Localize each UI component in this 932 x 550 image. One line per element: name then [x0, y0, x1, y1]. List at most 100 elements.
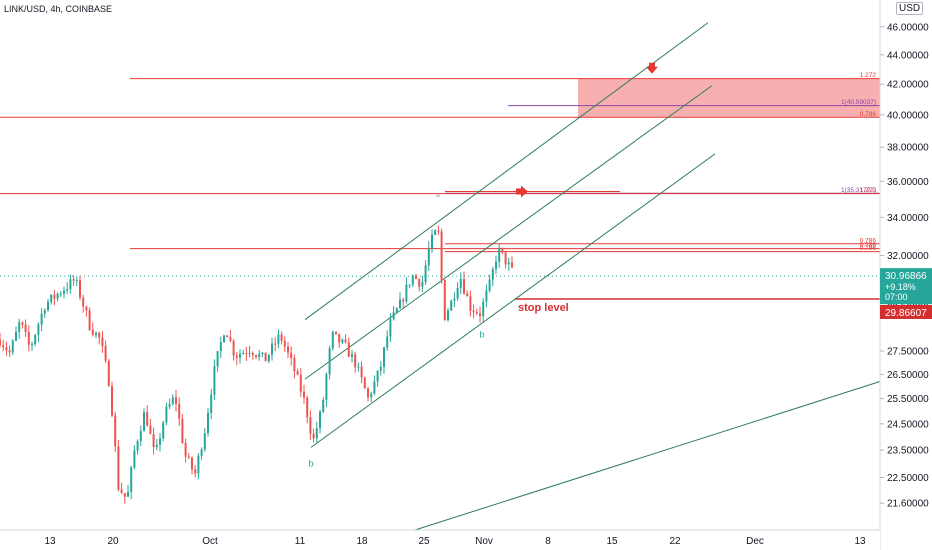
time-axis-bg — [0, 530, 880, 550]
candle-body — [312, 433, 315, 439]
price-tick-label: 26.50000 — [887, 370, 929, 381]
candle-body — [264, 352, 267, 362]
candle-body — [123, 493, 126, 497]
candle-body — [130, 467, 133, 492]
time-tick-label: 8 — [545, 536, 551, 547]
candle-body — [155, 444, 158, 448]
candle-body — [511, 262, 513, 268]
candle-body — [389, 319, 392, 337]
candle-body — [69, 279, 72, 290]
candle-body — [363, 377, 366, 389]
candle-body — [27, 331, 30, 345]
candle-body — [395, 308, 398, 313]
candle-body — [437, 230, 440, 232]
candle-body — [207, 412, 209, 434]
candle-body — [498, 247, 501, 262]
candle-body — [274, 343, 277, 345]
price-tick-label: 44.00000 — [887, 50, 929, 61]
wave-label: a — [436, 192, 440, 199]
stop-price-tag: 29.86607 — [880, 304, 932, 319]
candle-body — [82, 297, 85, 307]
candle-body — [24, 324, 27, 332]
candle-body — [479, 313, 481, 317]
candle-body — [165, 406, 168, 423]
candle-body — [267, 354, 270, 362]
candle-body — [434, 230, 437, 235]
price-tick-label: 21.60000 — [887, 499, 929, 510]
candle-body — [136, 440, 139, 451]
current-price-tag-bg — [880, 268, 932, 305]
candle-body — [392, 312, 395, 320]
candle-body — [101, 337, 104, 347]
time-tick-label: 13 — [854, 536, 866, 547]
candle-body — [245, 353, 248, 355]
price-tick-label: 34.00000 — [887, 213, 929, 224]
candle-body — [290, 352, 293, 359]
candle-body — [159, 438, 161, 445]
candle-body — [120, 489, 123, 494]
price-tick-label: 25.50000 — [887, 394, 929, 405]
candle-body — [283, 340, 286, 347]
candle-body — [319, 411, 321, 429]
candle-body — [235, 355, 238, 358]
down-arrow-icon — [646, 62, 658, 74]
candle-body — [175, 397, 177, 404]
bar-countdown: 07:00 — [885, 292, 908, 302]
candle-body — [85, 306, 88, 311]
time-tick-label: 11 — [295, 536, 306, 547]
fib-label: 1(40.59037) — [841, 99, 876, 106]
candle-body — [203, 433, 206, 450]
candle-body — [328, 348, 331, 375]
currency-button[interactable]: USD — [896, 2, 924, 15]
candle-body — [491, 269, 494, 280]
candle-body — [386, 336, 389, 348]
candle-body — [271, 343, 273, 355]
candle-body — [258, 354, 261, 358]
candle-body — [456, 288, 459, 299]
candle-body — [149, 425, 152, 434]
candle-body — [63, 290, 65, 294]
channel-line — [304, 85, 713, 380]
candle-body — [447, 310, 449, 321]
candle-body — [200, 449, 203, 456]
candle-body — [226, 335, 229, 338]
candle-body — [485, 290, 488, 302]
time-axis[interactable]: 13 20 Oct 11 18 25 Nov 8 15 22 Dec 13 — [0, 529, 880, 550]
candle-body — [95, 332, 97, 335]
candle-body — [223, 335, 225, 343]
target-zone-layer — [578, 78, 880, 118]
candle-body — [466, 293, 469, 297]
candle-body — [242, 353, 245, 355]
candle-body — [405, 284, 408, 302]
candle-body — [463, 279, 465, 294]
candle-body — [287, 346, 289, 353]
candle-body — [187, 456, 190, 458]
time-tick-label: Nov — [475, 536, 493, 547]
candle-body — [306, 397, 309, 418]
candle-body — [367, 388, 369, 398]
candle-body — [66, 289, 69, 291]
price-axis[interactable]: 46.00000 44.00000 42.00000 40.00000 38.00000… — [879, 0, 932, 550]
candle-body — [299, 374, 302, 392]
candle-body — [133, 450, 136, 468]
candle-body — [325, 374, 328, 401]
candle-body — [488, 279, 491, 291]
price-tick-label: 22.50000 — [887, 473, 929, 484]
reference-lines-layer: 1.2721(40.59037)0.7861(35.31727)1.2720.7… — [0, 72, 880, 314]
candle-body — [504, 252, 507, 265]
candle-body — [143, 412, 145, 432]
fib-label: 1.272 — [860, 187, 877, 194]
price-tick-label: 42.00000 — [887, 80, 929, 91]
price-change: +9.18% — [885, 282, 916, 292]
candle-body — [450, 300, 453, 311]
price-tick-label: 23.50000 — [887, 446, 929, 457]
price-tick-label: 38.00000 — [887, 143, 929, 154]
right-arrow-icon — [516, 185, 528, 198]
time-tick-label: 22 — [669, 536, 681, 547]
candle-body — [210, 394, 213, 413]
candle-body — [351, 354, 353, 357]
candle-body — [40, 313, 43, 325]
candle-body — [427, 248, 430, 266]
candle-body — [178, 403, 181, 419]
